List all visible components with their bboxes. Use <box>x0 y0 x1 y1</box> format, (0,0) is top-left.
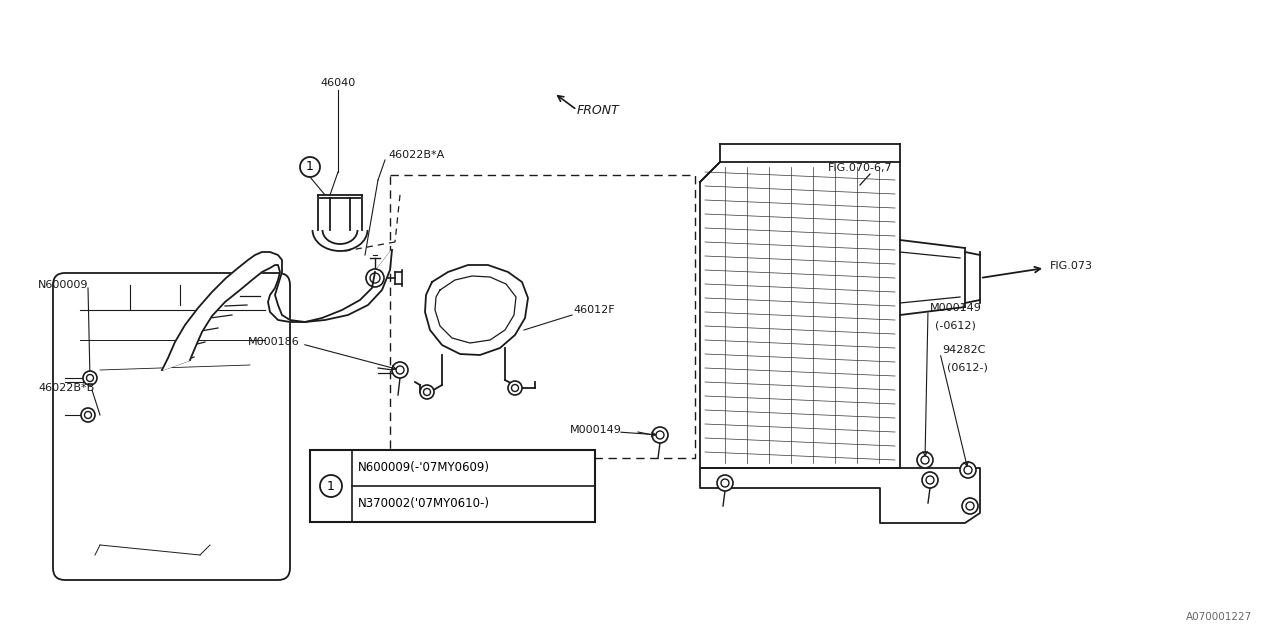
Text: 94282C: 94282C <box>942 345 986 355</box>
Polygon shape <box>700 162 900 468</box>
Text: FIG.073: FIG.073 <box>1050 261 1093 271</box>
Circle shape <box>925 476 934 484</box>
Circle shape <box>508 381 522 395</box>
Circle shape <box>717 475 733 491</box>
Circle shape <box>396 366 404 374</box>
Circle shape <box>87 374 93 381</box>
Text: 46022B*A: 46022B*A <box>388 150 444 160</box>
Text: 1: 1 <box>328 479 335 493</box>
Circle shape <box>300 157 320 177</box>
Text: (-0612): (-0612) <box>934 320 975 330</box>
Circle shape <box>392 362 408 378</box>
Polygon shape <box>700 468 980 523</box>
Circle shape <box>922 472 938 488</box>
Circle shape <box>657 431 664 439</box>
Circle shape <box>320 475 342 497</box>
Polygon shape <box>163 250 392 370</box>
Text: A070001227: A070001227 <box>1185 612 1252 622</box>
Circle shape <box>721 479 730 487</box>
Text: 46022B*B: 46022B*B <box>38 383 95 393</box>
Text: FIG.070-6,7: FIG.070-6,7 <box>828 163 892 173</box>
Circle shape <box>922 456 929 464</box>
Text: 46040: 46040 <box>320 78 356 88</box>
Text: 46012F: 46012F <box>573 305 614 315</box>
Text: M000149: M000149 <box>570 425 622 435</box>
Circle shape <box>83 371 97 385</box>
Circle shape <box>964 466 972 474</box>
FancyBboxPatch shape <box>310 450 595 522</box>
Circle shape <box>960 462 977 478</box>
Circle shape <box>916 452 933 468</box>
Circle shape <box>966 502 974 510</box>
Text: N600009: N600009 <box>38 280 88 290</box>
Polygon shape <box>425 265 529 355</box>
Text: N370002('07MY0610-): N370002('07MY0610-) <box>358 497 490 511</box>
Text: 1: 1 <box>306 161 314 173</box>
Circle shape <box>963 498 978 514</box>
FancyBboxPatch shape <box>52 273 291 580</box>
Circle shape <box>420 385 434 399</box>
Text: (0612-): (0612-) <box>947 362 988 372</box>
Text: M000149: M000149 <box>931 303 982 313</box>
Circle shape <box>652 427 668 443</box>
Text: FRONT: FRONT <box>577 104 620 116</box>
Circle shape <box>512 385 518 392</box>
Circle shape <box>370 273 380 283</box>
Text: N600009(-'07MY0609): N600009(-'07MY0609) <box>358 461 490 474</box>
Circle shape <box>366 269 384 287</box>
Circle shape <box>424 388 430 396</box>
Circle shape <box>84 412 91 419</box>
Circle shape <box>81 408 95 422</box>
Text: M000186: M000186 <box>248 337 300 347</box>
